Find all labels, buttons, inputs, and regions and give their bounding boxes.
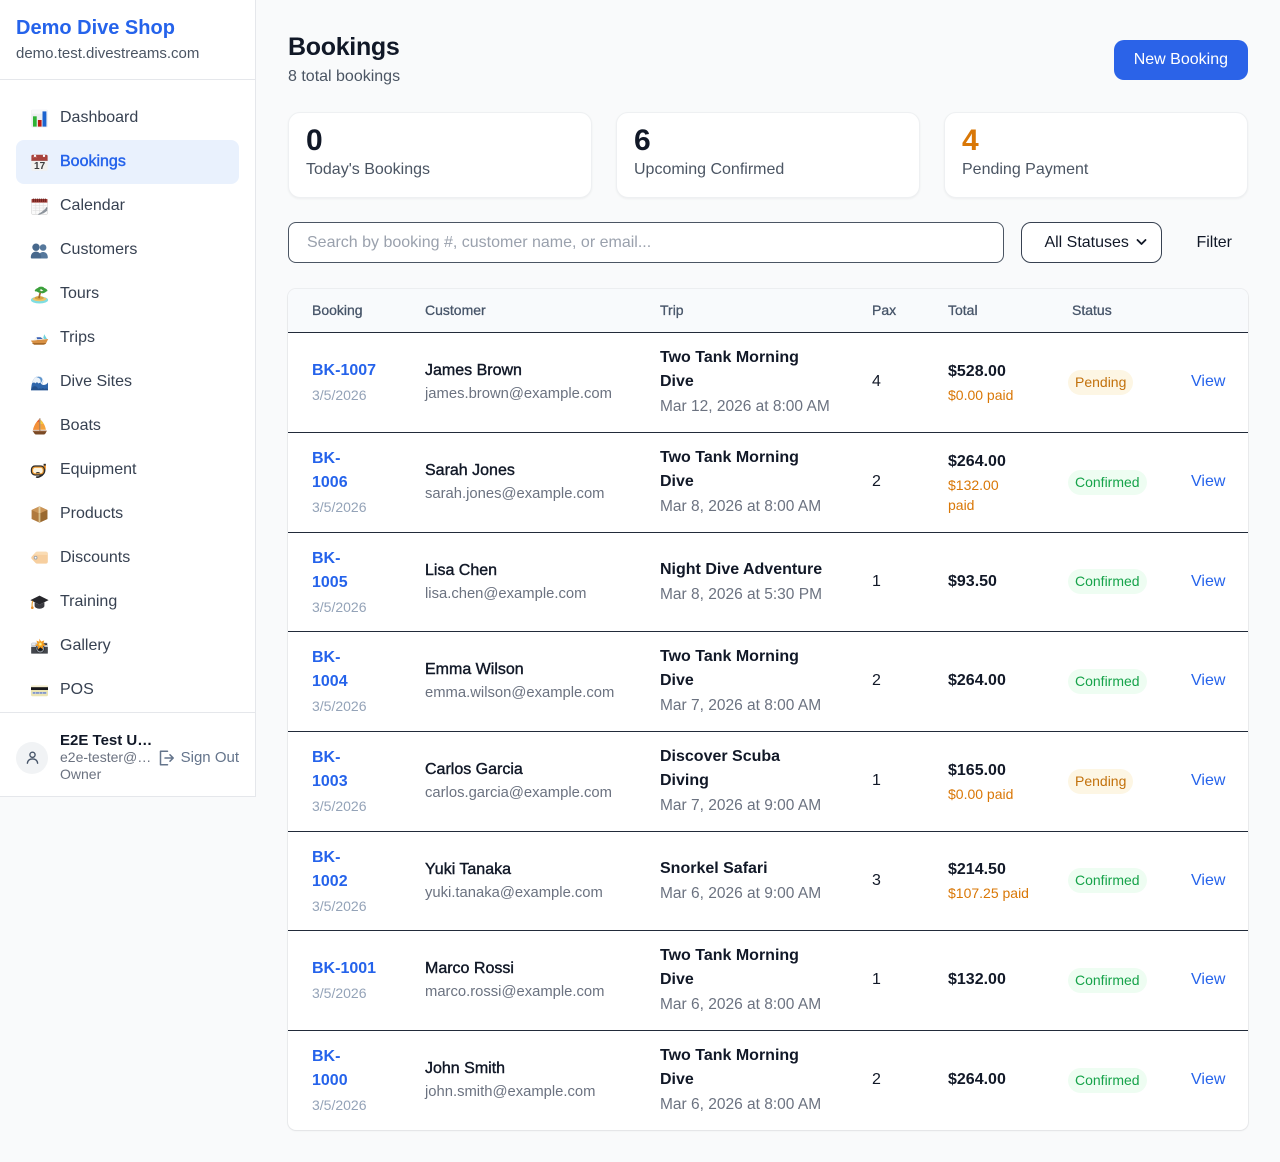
svg-text:17: 17 — [34, 161, 46, 172]
